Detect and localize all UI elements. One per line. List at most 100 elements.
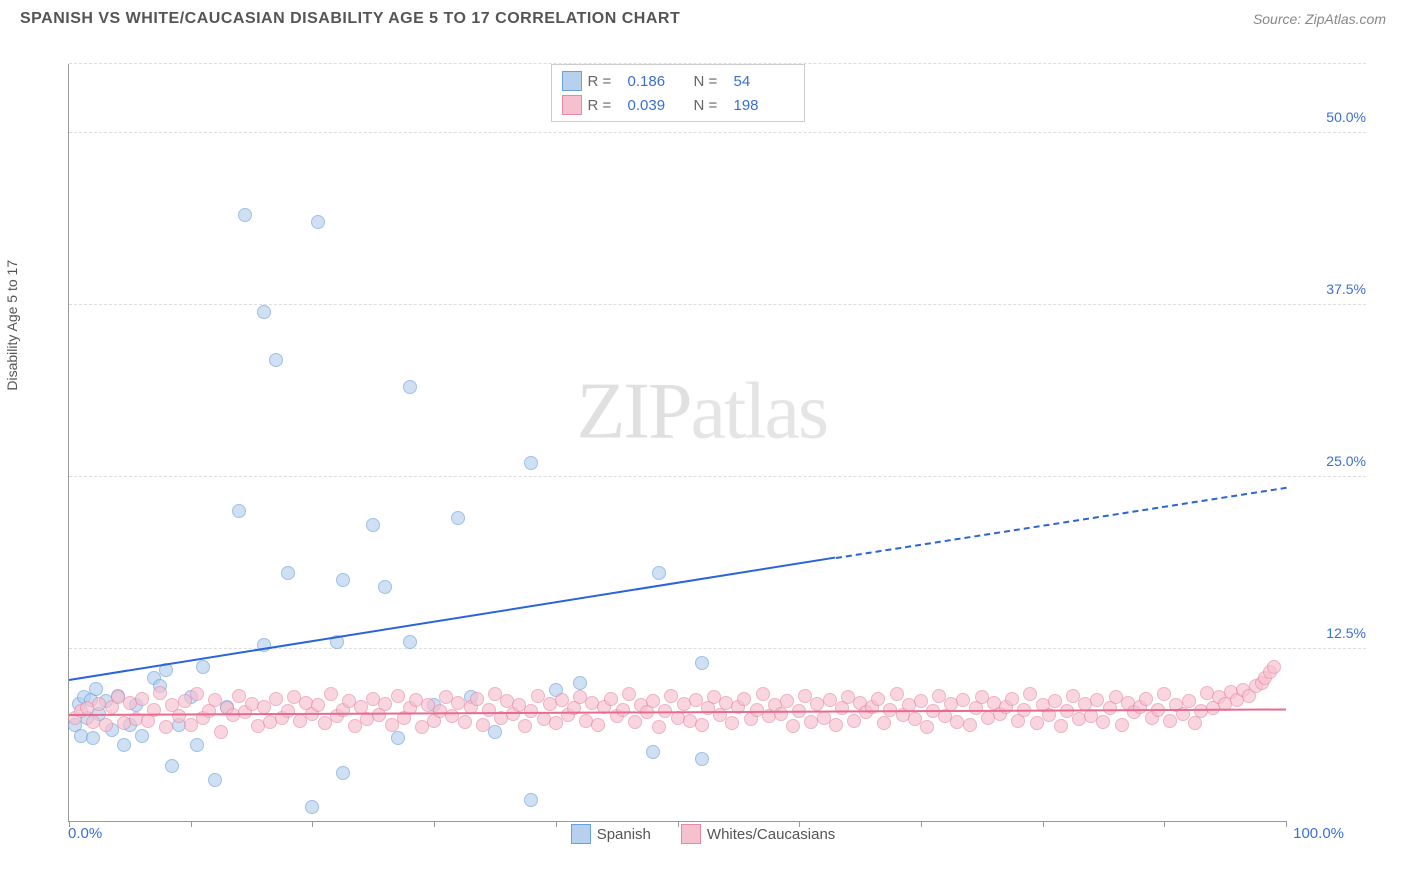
spanish-point [336,766,350,780]
spanish-point [117,738,131,752]
spanish-point [165,759,179,773]
whites-point [378,697,392,711]
y-tick-label: 12.5% [1296,625,1366,641]
r-label: R = [588,73,622,90]
spanish-point [281,566,295,580]
whites-point [1048,694,1062,708]
whites-point [153,686,167,700]
whites-point [257,700,271,714]
series-legend-item: Spanish [571,824,651,844]
whites-point [1139,692,1153,706]
spanish-point [488,725,502,739]
whites-point [591,718,605,732]
whites-point [1267,660,1281,674]
whites-point [695,718,709,732]
whites-point [774,707,788,721]
whites-point [1023,687,1037,701]
chart-title: SPANISH VS WHITE/CAUCASIAN DISABILITY AG… [20,10,680,28]
spanish-point [652,566,666,580]
whites-point [756,687,770,701]
whites-point [725,716,739,730]
whites-point [920,720,934,734]
legend-swatch [562,71,582,91]
y-tick-label: 37.5% [1296,281,1366,297]
stats-legend: R =0.186N =54R =0.039N =198 [551,64,805,122]
spanish-point [524,793,538,807]
spanish-point [378,580,392,594]
whites-point [652,720,666,734]
y-tick-label: 50.0% [1296,109,1366,125]
n-value: 54 [734,73,794,90]
whites-point [737,692,751,706]
whites-point [458,715,472,729]
whites-point [311,698,325,712]
spanish-point [135,729,149,743]
stats-legend-row: R =0.186N =54 [562,69,794,93]
whites-point [847,714,861,728]
whites-point [470,692,484,706]
spanish-point [86,731,100,745]
spanish-point [451,511,465,525]
spanish-point [336,573,350,587]
whites-point [1005,692,1019,706]
whites-point [518,719,532,733]
spanish-point [646,745,660,759]
spanish-point [524,456,538,470]
stats-legend-row: R =0.039N =198 [562,93,794,117]
spanish-point [305,800,319,814]
whites-point [786,719,800,733]
whites-point [877,716,891,730]
whites-point [1182,694,1196,708]
legend-swatch [681,824,701,844]
y-axis-label: Disability Age 5 to 17 [4,260,20,391]
n-value: 198 [734,97,794,114]
spanish-point [391,731,405,745]
whites-point [829,718,843,732]
trendline [836,487,1287,559]
r-value: 0.039 [628,97,688,114]
gridline [69,476,1366,477]
spanish-point [89,682,103,696]
spanish-point [573,676,587,690]
whites-point [1188,716,1202,730]
spanish-point [190,738,204,752]
whites-point [616,703,630,717]
whites-point [1030,716,1044,730]
spanish-point [196,660,210,674]
series-legend-item: Whites/Caucasians [681,824,835,844]
whites-point [214,725,228,739]
whites-point [890,687,904,701]
spanish-point [269,353,283,367]
whites-point [549,716,563,730]
whites-point [646,694,660,708]
whites-point [1096,715,1110,729]
whites-point [159,720,173,734]
r-value: 0.186 [628,73,688,90]
y-tick-label: 25.0% [1296,453,1366,469]
whites-point [476,718,490,732]
spanish-point [403,635,417,649]
spanish-point [403,380,417,394]
whites-point [604,692,618,706]
series-legend: Spanish Whites/Caucasians [20,824,1386,844]
whites-point [190,687,204,701]
spanish-point [208,773,222,787]
legend-swatch [571,824,591,844]
series-legend-label: Spanish [597,826,651,843]
whites-point [871,692,885,706]
whites-point [135,692,149,706]
whites-point [99,718,113,732]
trendline [69,557,836,681]
watermark-zip: ZIP [577,368,691,456]
whites-point [780,694,794,708]
spanish-point [695,656,709,670]
whites-point [324,687,338,701]
spanish-point [311,215,325,229]
whites-point [281,704,295,718]
spanish-point [238,208,252,222]
spanish-point [232,504,246,518]
legend-swatch [562,95,582,115]
n-label: N = [694,97,728,114]
whites-point [391,689,405,703]
source-label: Source: ZipAtlas.com [1253,11,1386,27]
